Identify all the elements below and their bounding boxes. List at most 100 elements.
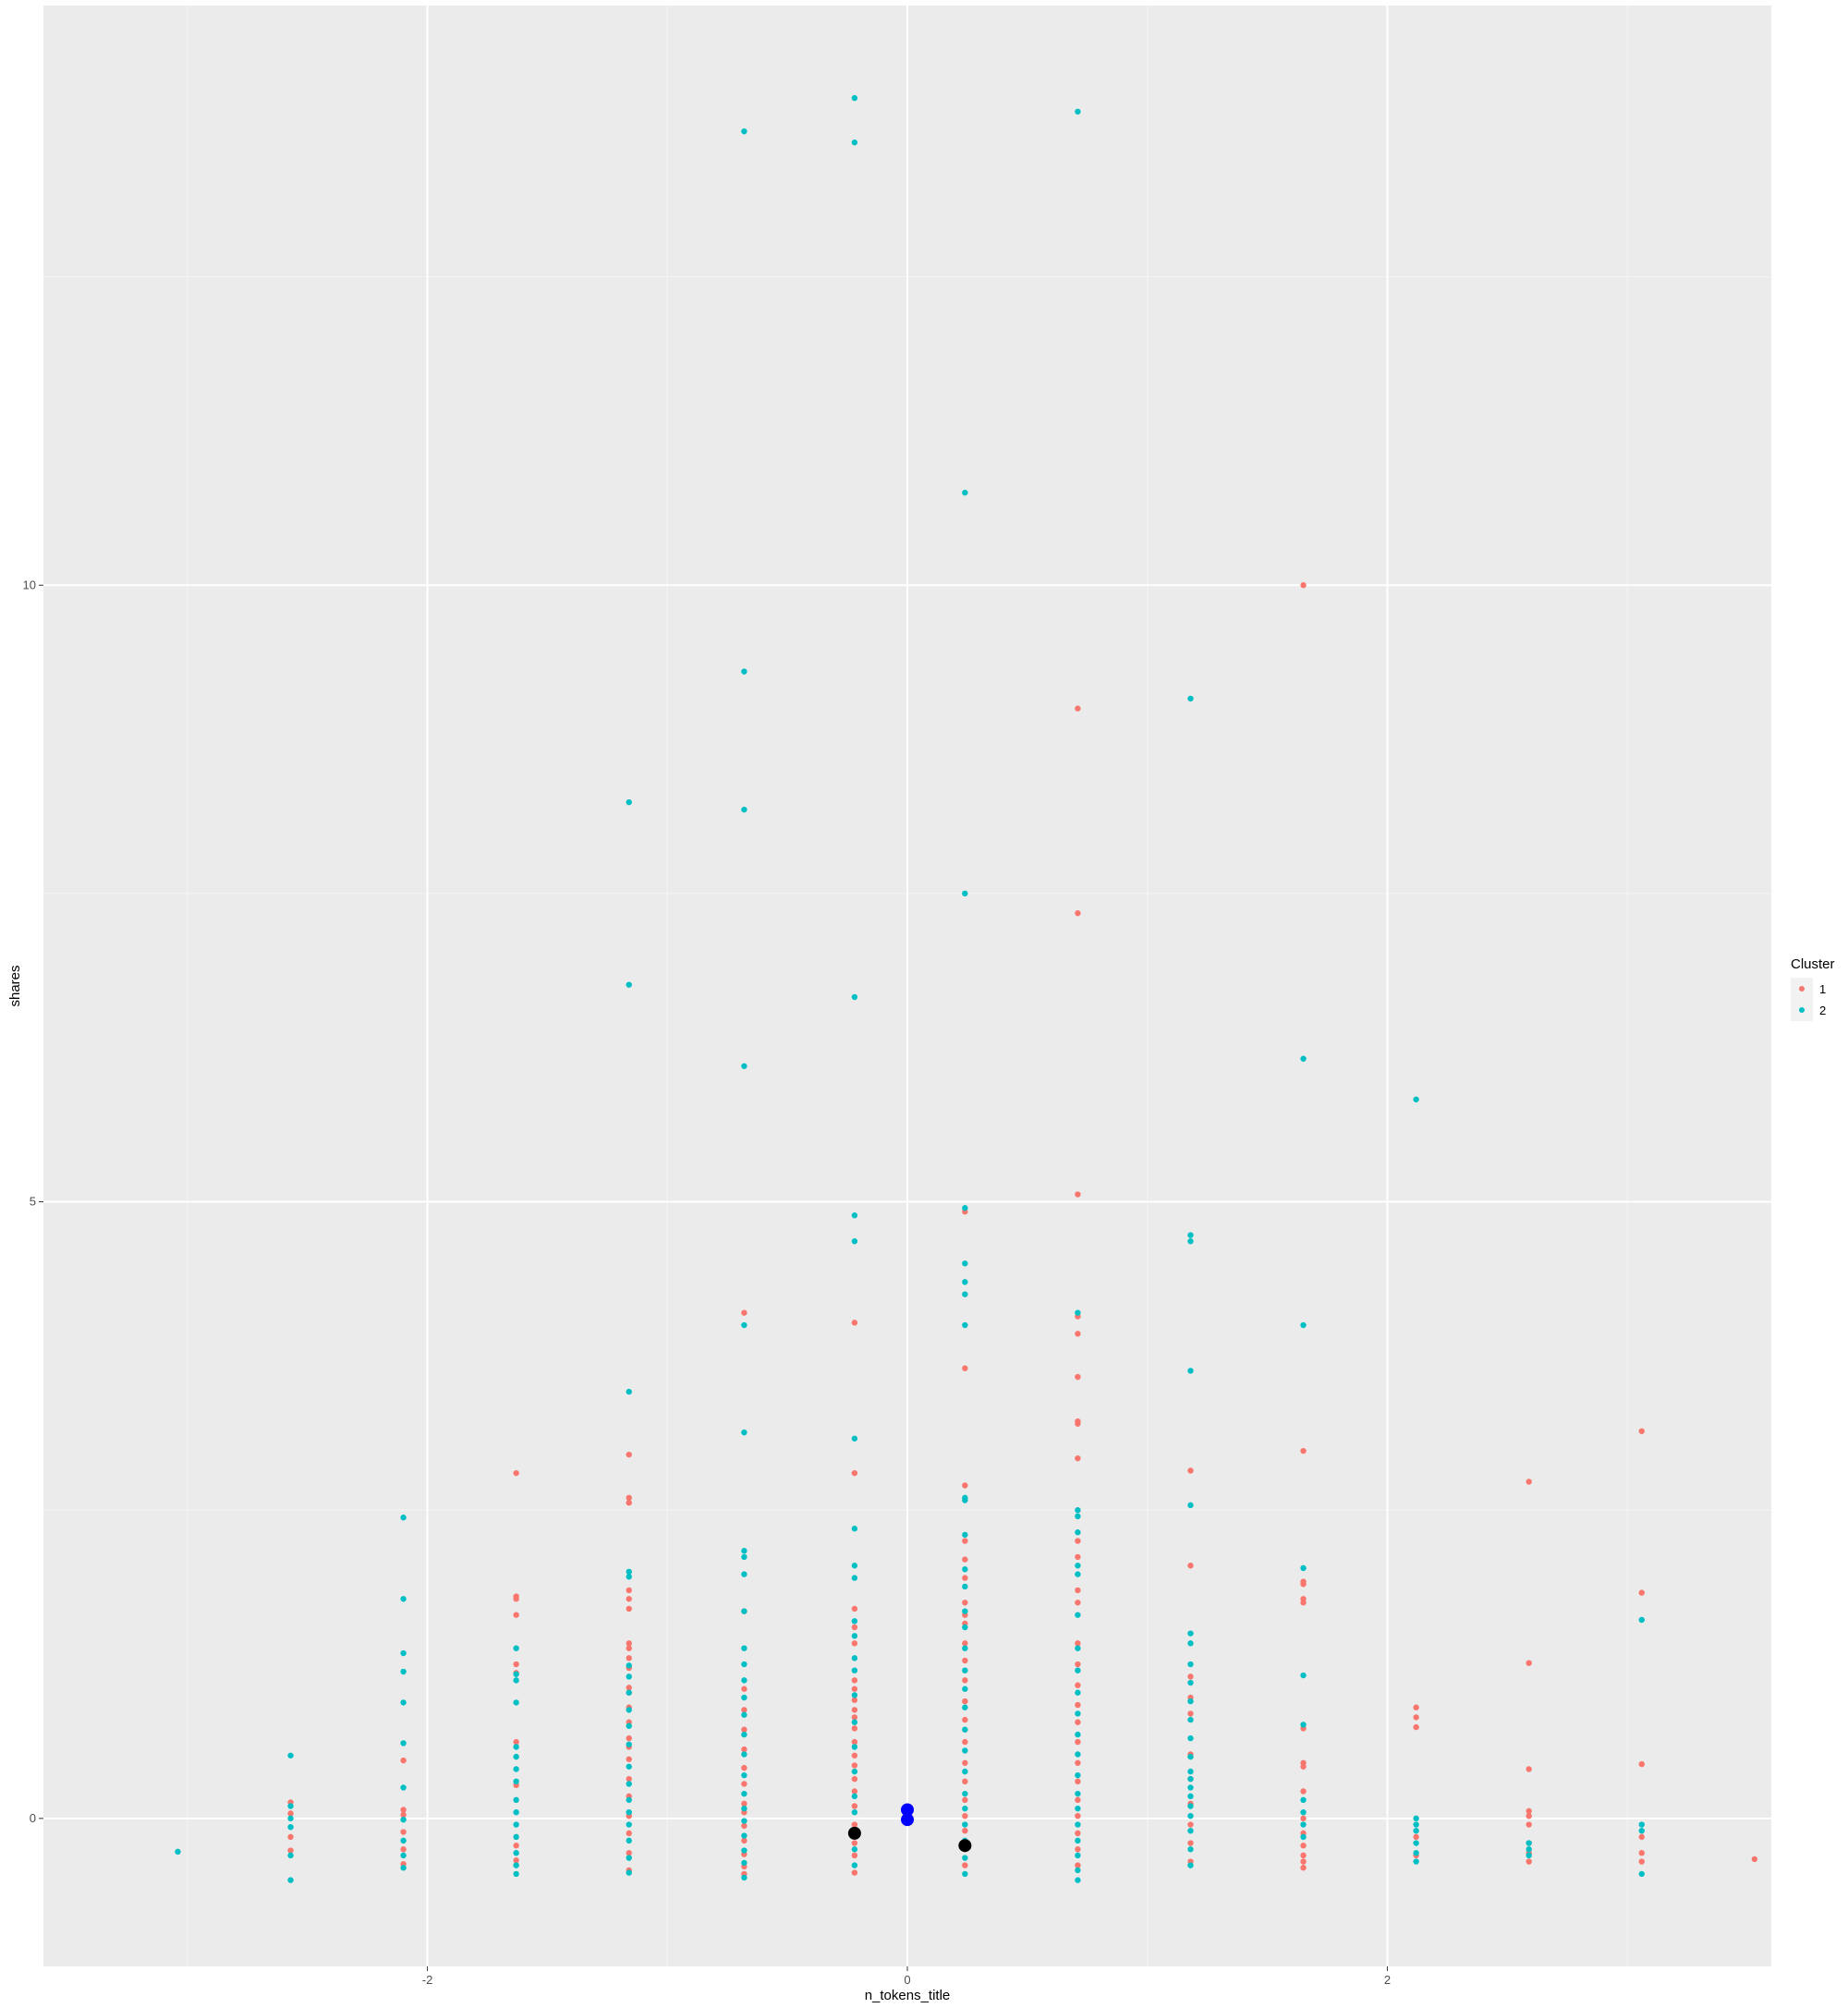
series-2-point — [400, 1852, 407, 1859]
series-2-point — [1187, 1502, 1194, 1509]
series-2-point — [962, 489, 968, 496]
series-2-point — [287, 1815, 294, 1822]
series-2-point — [851, 1238, 858, 1245]
series-2-point — [741, 1548, 748, 1554]
series-1-point — [1638, 1858, 1645, 1865]
series-1-point — [1075, 1719, 1081, 1725]
x-tick-label: 2 — [1384, 1973, 1391, 1987]
series-2-point — [962, 1747, 968, 1754]
series-1-point — [962, 1365, 968, 1371]
series-1-point — [962, 1640, 968, 1647]
series-2-point — [1187, 695, 1194, 702]
series-2-point — [287, 1752, 294, 1759]
series-2-point — [962, 1821, 968, 1828]
series-1-point — [962, 1657, 968, 1664]
series-2-point — [626, 1821, 632, 1828]
series-2-point — [626, 1707, 632, 1713]
series-1-point — [400, 1829, 407, 1835]
series-2-point — [513, 1699, 519, 1706]
series-2-point — [962, 1205, 968, 1211]
series-2-point — [962, 1291, 968, 1297]
x-axis-title: n_tokens_title — [865, 1988, 951, 2003]
series-2-point — [513, 1796, 519, 1804]
series-1-point — [1300, 1581, 1307, 1588]
series-1-point — [1075, 910, 1081, 917]
series-1-point — [1526, 1766, 1532, 1772]
series-2-point — [962, 1790, 968, 1797]
series-1-point — [851, 1605, 858, 1612]
series-2-point — [1300, 1564, 1307, 1572]
series-2-point — [513, 1744, 519, 1750]
x-tick-label: -2 — [422, 1973, 433, 1987]
series-2-point — [851, 1808, 858, 1816]
series-1-point — [1075, 1640, 1081, 1647]
series-2-point — [1187, 1734, 1194, 1742]
series-2-point — [626, 1781, 632, 1787]
series-1-point — [1075, 705, 1081, 712]
series-1-point — [851, 1640, 858, 1647]
series-2-point — [962, 1645, 968, 1651]
series-1-point — [1300, 1865, 1307, 1871]
series-2-point — [626, 1808, 632, 1816]
series-2-point — [513, 1766, 519, 1772]
series-1-point — [626, 1685, 632, 1691]
series-1-point — [962, 1759, 968, 1766]
series-1-point — [851, 1762, 858, 1769]
series-2-point — [962, 1870, 968, 1878]
series-2-point — [1413, 1096, 1419, 1102]
series-1-point — [741, 1781, 748, 1787]
series-1-point — [1751, 1856, 1758, 1863]
series-1-point — [962, 1556, 968, 1563]
series-1-point — [626, 1494, 632, 1502]
series-2-point — [851, 1526, 858, 1532]
series-2-point — [626, 981, 632, 988]
series-1-point — [851, 1677, 858, 1684]
series-2-point — [962, 1667, 968, 1673]
series-1-point — [962, 1796, 968, 1804]
series-2-point — [1300, 1808, 1307, 1816]
series-2-point — [1187, 1716, 1194, 1723]
series-2-point — [626, 1662, 632, 1669]
series-1-point — [1187, 1710, 1194, 1717]
series-1-point — [1075, 1454, 1081, 1462]
series-1-point — [1413, 1723, 1419, 1731]
series-2-point — [741, 1874, 748, 1881]
series-1-point — [851, 1320, 858, 1326]
series-2-point — [1187, 1775, 1194, 1783]
series-2-point — [400, 1515, 407, 1521]
series-2-point — [287, 1803, 294, 1809]
series-1-point — [851, 1775, 858, 1783]
series-2-point — [1638, 1821, 1645, 1828]
series-2-point — [851, 1655, 858, 1661]
series-1-point — [741, 1686, 748, 1692]
series-1-point — [1300, 582, 1307, 589]
series-2-point — [851, 1862, 858, 1868]
series-2-point — [1413, 1850, 1419, 1856]
series-1-point — [1413, 1833, 1419, 1841]
series-1-point — [851, 1714, 858, 1721]
series-2-point — [1300, 1796, 1307, 1804]
series-2-point — [741, 1771, 748, 1779]
series-2-point — [1413, 1840, 1419, 1846]
series-2-point — [1187, 1827, 1194, 1834]
series-2-point — [962, 1855, 968, 1861]
series-2-point — [1075, 108, 1081, 115]
series-1-point — [851, 1869, 858, 1876]
series-2-point — [513, 1645, 519, 1651]
series-2-point — [1075, 1771, 1081, 1779]
series-1-point — [626, 1605, 632, 1612]
series-1-point — [1300, 1763, 1307, 1770]
series-1-point — [626, 1587, 632, 1594]
legend-swatch-2 — [1799, 1007, 1805, 1013]
series-2-point — [1187, 1803, 1194, 1809]
series-2-point — [1075, 1645, 1081, 1651]
series-1-point — [1075, 1600, 1081, 1606]
series-1-point — [1075, 1846, 1081, 1853]
series-1-point — [1413, 1714, 1419, 1721]
series-2-point — [1300, 1833, 1307, 1841]
series-2-point — [741, 1859, 748, 1867]
series-2-point — [1187, 1753, 1194, 1760]
series-1-point — [851, 1725, 858, 1732]
series-2-point — [1075, 1513, 1081, 1520]
